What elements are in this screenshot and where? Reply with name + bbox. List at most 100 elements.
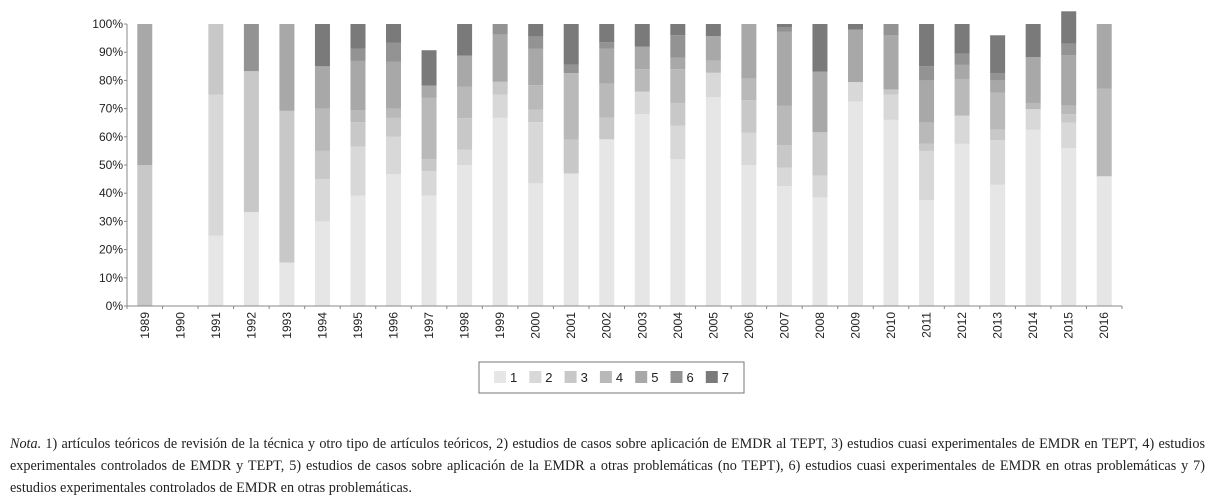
y-axis: 0% 10% 20% 30% 40% 50% 60% 70% 80% 90% 100% bbox=[92, 17, 128, 313]
bar-segment-2008-s5 bbox=[812, 71, 828, 133]
bar-segment-1998-s3 bbox=[457, 118, 473, 150]
bar-segment-1994-s3 bbox=[314, 150, 330, 180]
bar-segment-1991-s1 bbox=[208, 235, 224, 306]
bar-segment-2011-s1 bbox=[919, 200, 935, 306]
bar-segment-2014-s7 bbox=[1025, 24, 1041, 57]
legend-label-1: 1 bbox=[510, 370, 517, 385]
bar-segment-1992-s1 bbox=[243, 212, 259, 306]
bar-segment-1995-s6 bbox=[350, 48, 366, 61]
x-tick-label: 2001 bbox=[564, 312, 578, 339]
bar-segment-2008-s3 bbox=[812, 132, 828, 176]
bar-segment-1999-s6 bbox=[492, 24, 508, 35]
bar-segment-2007-s4 bbox=[776, 105, 792, 146]
x-tick-label: 1999 bbox=[493, 312, 507, 339]
bar-segment-1996-s4 bbox=[386, 108, 402, 118]
bar-segment-1993-s1 bbox=[279, 262, 295, 306]
bar-segment-2002-s1 bbox=[599, 139, 615, 306]
bar-segment-2010-s2 bbox=[883, 94, 899, 120]
bar-segment-2015-s6 bbox=[1061, 43, 1077, 56]
bar-segment-2011-s6 bbox=[919, 66, 935, 81]
bar-segment-2013-s2 bbox=[990, 140, 1006, 185]
bar-segment-1996-s6 bbox=[386, 42, 402, 62]
bar-segment-2012-s7 bbox=[954, 24, 970, 54]
bar-segment-2002-s5 bbox=[599, 48, 615, 84]
y-tick-label: 70% bbox=[99, 102, 123, 116]
x-tick-label: 1996 bbox=[387, 312, 401, 339]
chart-note: Nota. 1) artículos teóricos de revisión … bbox=[10, 433, 1205, 499]
legend-label-6: 6 bbox=[687, 370, 694, 385]
legend-label-7: 7 bbox=[722, 370, 729, 385]
y-tick-label: 0% bbox=[106, 299, 124, 313]
bar-segment-2004-s3 bbox=[670, 102, 686, 126]
bar-segment-2000-s1 bbox=[528, 183, 544, 306]
bar-segment-1997-s1 bbox=[421, 195, 437, 306]
bar-segment-1997-s2 bbox=[421, 171, 437, 196]
x-tick-label: 2007 bbox=[777, 312, 791, 339]
legend-label-4: 4 bbox=[616, 370, 623, 385]
bar-segment-1995-s1 bbox=[350, 195, 366, 306]
bar-segment-2000-s5 bbox=[528, 48, 544, 86]
bar-segment-2002-s6 bbox=[599, 42, 615, 49]
bar-segment-2006-s2 bbox=[741, 132, 757, 165]
bar-segment-2005-s4 bbox=[705, 60, 721, 73]
bar-segment-1991-s3 bbox=[208, 24, 224, 95]
bar-segment-2014-s5 bbox=[1025, 56, 1041, 103]
x-tick-label: 2011 bbox=[920, 312, 934, 338]
bar-segment-2007-s5 bbox=[776, 31, 792, 106]
bar-segment-2011-s7 bbox=[919, 24, 935, 67]
bar-segment-1996-s7 bbox=[386, 24, 402, 43]
bar-segment-2003-s5 bbox=[634, 46, 650, 70]
bar-segment-2010-s5 bbox=[883, 35, 899, 90]
bar-segment-1997-s3 bbox=[421, 159, 437, 172]
x-tick-label: 1993 bbox=[280, 312, 294, 339]
bar-segment-2012-s2 bbox=[954, 115, 970, 144]
bar-segment-2006-s1 bbox=[741, 165, 757, 306]
legend-swatch-3 bbox=[564, 371, 577, 383]
x-tick-label: 2014 bbox=[1026, 312, 1040, 339]
bar-segment-2008-s2 bbox=[812, 175, 828, 198]
y-tick-label: 10% bbox=[99, 271, 123, 285]
bar-segment-2012-s1 bbox=[954, 143, 970, 306]
bar-segment-1994-s4 bbox=[314, 108, 330, 151]
bar-segment-1996-s1 bbox=[386, 174, 402, 306]
y-tick-label: 50% bbox=[99, 158, 123, 172]
bar-segment-1998-s5 bbox=[457, 55, 473, 87]
legend-label-5: 5 bbox=[651, 370, 658, 385]
bar-segment-1995-s7 bbox=[350, 24, 366, 49]
bar-segment-1996-s5 bbox=[386, 61, 402, 109]
x-tick-label: 2006 bbox=[742, 312, 756, 339]
bar-segment-1992-s3 bbox=[243, 71, 259, 213]
legend-swatch-7 bbox=[705, 371, 718, 383]
bar-segment-2005-s2 bbox=[705, 72, 721, 98]
bar-segment-2000-s2 bbox=[528, 122, 544, 184]
x-tick-label: 2003 bbox=[635, 312, 649, 339]
bar-segment-2004-s2 bbox=[670, 125, 686, 160]
bar-segment-2001-s1 bbox=[563, 173, 579, 306]
legend-swatch-4 bbox=[599, 371, 612, 383]
bar-segment-2010-s3 bbox=[883, 89, 899, 95]
bar-segment-2016-s1 bbox=[1096, 176, 1112, 306]
bar-segment-2006-s5 bbox=[741, 24, 757, 79]
bar-segment-2015-s5 bbox=[1061, 55, 1077, 106]
y-tick-label: 90% bbox=[99, 45, 123, 59]
stacked-bar-chart: 0%10%20%30%40%50%60%70%80%90%100% 1989 19… bbox=[92, 11, 1123, 394]
bar-segment-1997-s4 bbox=[421, 97, 437, 160]
bar-segment-2015-s1 bbox=[1061, 148, 1077, 306]
bar-segment-2007-s7 bbox=[776, 24, 792, 28]
bar-segment-2005-s7 bbox=[705, 24, 721, 37]
bar-segment-2000-s6 bbox=[528, 36, 544, 49]
y-tick-label: 80% bbox=[99, 73, 123, 87]
bar-segment-2004-s7 bbox=[670, 24, 686, 36]
bar-segment-1991-s2 bbox=[208, 94, 224, 236]
bar-segment-2002-s4 bbox=[599, 83, 615, 118]
bar-segment-2010-s6 bbox=[883, 24, 899, 35]
note-lead: Nota. bbox=[10, 436, 42, 452]
legend-label-2: 2 bbox=[545, 370, 552, 385]
bar-segment-1994-s2 bbox=[314, 179, 330, 222]
x-tick-label: 2009 bbox=[848, 312, 862, 339]
x-tick-label: 1990 bbox=[173, 312, 187, 339]
bar-segment-1995-s2 bbox=[350, 146, 366, 196]
bar-segment-1998-s7 bbox=[457, 24, 473, 56]
x-tick-label: 1998 bbox=[458, 312, 472, 339]
x-tick-label: 2002 bbox=[600, 312, 614, 339]
